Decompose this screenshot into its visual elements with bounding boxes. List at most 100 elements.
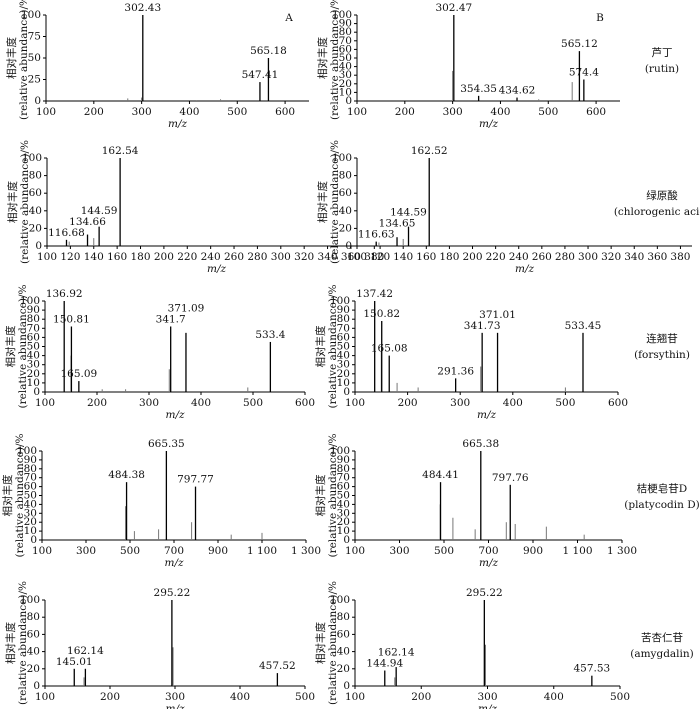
y-tick-label: 50 (337, 490, 350, 502)
x-tick-label: 300 (271, 251, 291, 263)
y-tick-label: 75 (28, 31, 41, 43)
y-tick-label: 90 (27, 304, 40, 316)
x-tick-label: 300 (165, 691, 185, 703)
y-axis-label: (relative abundance)/% (327, 433, 339, 557)
x-tick-label: 1 100 (562, 545, 592, 557)
x-tick-label: 260 (224, 251, 244, 263)
peak-label: 162.52 (411, 145, 448, 157)
panel-label: B (596, 12, 604, 24)
x-tick-label: 180 (439, 251, 459, 263)
y-tick-label: 20 (27, 368, 40, 380)
peak-label: 136.92 (46, 288, 83, 300)
x-tick-label: 260 (532, 251, 552, 263)
y-axis-label: 相对丰度 (316, 37, 329, 79)
y-tick-label: 60 (27, 331, 40, 343)
x-tick-label: 600 (586, 106, 606, 118)
x-tick-label: 400 (179, 106, 199, 118)
y-tick-label: 20 (29, 222, 42, 234)
y-tick-label: 40 (27, 646, 40, 658)
y-tick-label: 100 (17, 445, 37, 457)
y-tick-label: 60 (337, 628, 350, 640)
y-tick-label: 70 (337, 472, 350, 484)
y-axis-label: 相对丰度 (1, 474, 14, 516)
x-tick-label: 400 (544, 691, 564, 703)
y-tick-label: 60 (339, 187, 352, 199)
y-tick-label: 80 (339, 26, 352, 38)
peak-label: 137.42 (356, 288, 393, 300)
x-tick-label: 1 300 (291, 545, 321, 557)
x-tick-label: 200 (462, 251, 482, 263)
x-axis-label: m/z (515, 263, 534, 275)
compound-latin: (platycodin D) (624, 499, 699, 511)
y-axis-label: (relative abundance)/% (329, 0, 341, 120)
y-tick-label: 70 (27, 322, 40, 334)
x-tick-label: 700 (164, 545, 184, 557)
y-tick-label: 40 (27, 350, 40, 362)
compound-name: 苦杏仁苷 (641, 631, 683, 644)
x-tick-label: 900 (208, 545, 228, 557)
peak-label: 144.59 (390, 207, 427, 219)
y-tick-label: 40 (337, 498, 350, 510)
y-axis-label: (relative abundance)/% (329, 140, 341, 264)
y-tick-label: 60 (29, 187, 42, 199)
x-axis-label: m/z (168, 118, 187, 130)
y-axis-label: 相对丰度 (316, 181, 329, 223)
x-tick-label: 400 (230, 691, 250, 703)
x-tick-label: 340 (624, 251, 644, 263)
x-tick-label: 380 (364, 251, 384, 263)
y-axis-label: 相对丰度 (314, 474, 327, 516)
x-tick-label: 300 (389, 545, 409, 557)
x-tick-label: 200 (398, 397, 418, 409)
y-axis-label: (relative abundance)/% (19, 140, 31, 264)
peak-label: 341.7 (156, 313, 186, 325)
x-tick-label: 300 (450, 397, 470, 409)
y-tick-label: 0 (343, 534, 350, 546)
compound-name: 连翘苷 (646, 332, 678, 345)
y-tick-label: 20 (337, 516, 350, 528)
peak-label: 797.76 (492, 472, 529, 484)
x-tick-label: 900 (523, 545, 543, 557)
y-tick-label: 70 (24, 472, 37, 484)
peak-label: 484.41 (422, 469, 459, 481)
x-tick-label: 300 (132, 106, 152, 118)
y-tick-label: 90 (337, 454, 350, 466)
y-tick-label: 0 (33, 680, 40, 692)
x-tick-label: 300 (139, 397, 159, 409)
x-tick-label: 500 (610, 691, 630, 703)
x-tick-label: 100 (37, 251, 57, 263)
y-tick-label: 50 (337, 341, 350, 353)
y-tick-label: 80 (337, 611, 350, 623)
peak-label: 302.43 (124, 2, 161, 14)
y-tick-label: 100 (20, 594, 40, 606)
peak-label: 116.63 (358, 229, 395, 241)
y-axis-label: 相对丰度 (5, 37, 18, 79)
y-tick-label: 40 (29, 205, 42, 217)
y-tick-label: 50 (28, 52, 41, 64)
y-tick-label: 70 (339, 35, 352, 47)
y-tick-label: 60 (24, 481, 37, 493)
y-tick-label: 100 (330, 594, 350, 606)
y-tick-label: 100 (332, 9, 352, 21)
y-tick-label: 0 (34, 95, 41, 107)
x-tick-label: 500 (295, 691, 315, 703)
x-tick-label: 1 300 (607, 545, 637, 557)
x-tick-label: 600 (608, 397, 628, 409)
x-tick-label: 300 (477, 691, 497, 703)
y-tick-label: 30 (337, 359, 350, 371)
compound-name: 绿原酸 (646, 189, 678, 202)
peak-label: 371.09 (168, 302, 205, 314)
y-tick-label: 80 (339, 170, 352, 182)
y-tick-label: 40 (339, 61, 352, 73)
y-tick-label: 40 (337, 350, 350, 362)
peak-label: 565.18 (250, 45, 287, 57)
y-tick-label: 70 (337, 322, 350, 334)
peak-label: 574.4 (569, 67, 599, 79)
y-tick-label: 10 (27, 377, 40, 389)
peak-label: 457.53 (573, 663, 610, 675)
y-tick-label: 60 (339, 43, 352, 55)
compound-latin: (rutin) (645, 63, 679, 75)
y-axis-label: (relative abundance)/% (327, 284, 339, 408)
y-tick-label: 10 (337, 525, 350, 537)
y-tick-label: 80 (337, 313, 350, 325)
